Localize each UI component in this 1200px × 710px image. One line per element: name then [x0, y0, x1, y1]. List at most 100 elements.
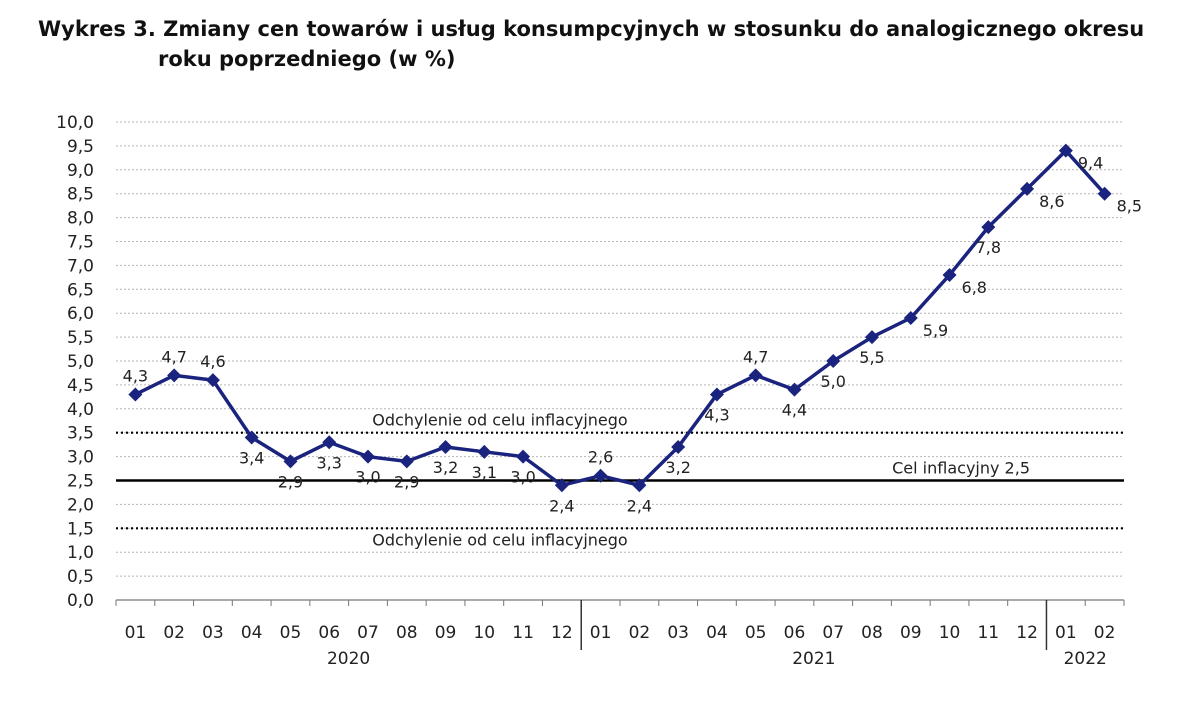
x-tick-label: 12 — [1016, 623, 1038, 643]
data-point — [477, 444, 492, 459]
data-label: 6,8 — [962, 278, 987, 297]
data-label: 4,6 — [200, 352, 225, 371]
data-label: 3,4 — [239, 448, 264, 467]
data-point — [981, 220, 996, 235]
data-point — [748, 368, 763, 383]
data-point — [671, 440, 686, 455]
x-tick-label: 03 — [202, 623, 224, 643]
data-label: 7,8 — [976, 238, 1001, 257]
data-point — [516, 449, 531, 464]
y-tick-label: 5,5 — [67, 328, 94, 348]
data-label: 9,4 — [1078, 154, 1103, 173]
data-point — [554, 478, 569, 493]
data-point — [903, 310, 918, 325]
x-tick-label: 09 — [435, 623, 457, 643]
data-label: 3,2 — [665, 458, 690, 477]
data-point — [399, 454, 414, 469]
data-label: 3,2 — [433, 458, 458, 477]
y-tick-label: 2,5 — [67, 472, 94, 492]
data-point — [167, 368, 182, 383]
chart-title-line2: roku poprzedniego (w %) — [158, 47, 456, 71]
x-tick-label: 07 — [357, 623, 379, 643]
x-tick-label: 02 — [629, 623, 651, 643]
data-point — [1058, 143, 1073, 158]
data-label: 2,6 — [588, 448, 613, 467]
x-tick-label: 09 — [900, 623, 922, 643]
data-labels: 4,3 4,7 4,6 3,4 2,9 3,3 3,0 2,9 3,2 3,1 3,0 2,4 2,6 2… — [123, 154, 1142, 516]
x-axis: 01 02 03 04 05 06 07 08 09 10 11 12 01 02 03 04 05 06 07 08… — [115, 599, 1125, 669]
data-label: 5,5 — [859, 348, 884, 367]
data-point — [361, 449, 375, 464]
data-label: 2,4 — [627, 496, 652, 515]
y-tick-label: 5,0 — [67, 352, 94, 372]
y-axis-ticks: 0,0 0,5 1,0 1,5 2,0 2,5 3,0 3,5 4,0 4,5 5,0 5,5 6,0 6… — [56, 113, 94, 611]
x-tick-label: 05 — [280, 623, 302, 643]
year-label: 2022 — [1064, 649, 1107, 669]
x-tick-label: 12 — [551, 623, 573, 643]
data-point — [128, 387, 143, 402]
data-point — [244, 430, 259, 445]
data-point — [283, 454, 298, 469]
year-label: 2020 — [327, 649, 370, 669]
y-tick-label: 0,5 — [67, 567, 94, 587]
x-tick-label: 04 — [706, 623, 728, 643]
x-tick-label: 07 — [822, 623, 844, 643]
x-tick-label: 01 — [590, 623, 612, 643]
data-point — [322, 435, 337, 450]
y-tick-label: 8,0 — [67, 209, 94, 229]
y-tick-label: 4,5 — [67, 376, 94, 396]
y-tick-label: 9,5 — [67, 137, 94, 157]
x-tick-label: 08 — [396, 623, 418, 643]
x-tick-label: 01 — [125, 623, 147, 643]
chart-title-line1: Wykres 3. Zmiany cen towarów i usług kon… — [38, 17, 1145, 41]
x-tick-label: 11 — [977, 623, 999, 643]
data-point — [826, 354, 841, 368]
chart-title: Wykres 3. Zmiany cen towarów i usług kon… — [38, 14, 1168, 74]
data-label: 4,3 — [123, 366, 148, 385]
x-tick-label: 08 — [861, 623, 883, 643]
y-tick-label: 0,0 — [67, 591, 94, 611]
y-tick-label: 3,0 — [67, 448, 94, 468]
data-point — [942, 267, 957, 282]
series-path — [134, 148, 1106, 488]
data-point — [438, 440, 453, 455]
data-point — [593, 468, 608, 483]
deviation-label: Odchylenie od celu inflacyjnego — [372, 530, 627, 549]
data-label: 8,6 — [1039, 192, 1064, 211]
data-label: 2,9 — [278, 472, 303, 491]
data-point — [709, 387, 724, 402]
y-tick-label: 7,5 — [67, 233, 94, 253]
x-tick-label: 11 — [512, 623, 534, 643]
grid-lines — [116, 121, 1124, 577]
x-tick-label: 10 — [939, 623, 961, 643]
data-label: 4,7 — [161, 347, 186, 366]
data-label: 4,3 — [704, 405, 729, 424]
y-tick-label: 9,0 — [67, 161, 94, 181]
y-tick-label: 10,0 — [56, 113, 94, 133]
y-tick-label: 6,5 — [67, 280, 94, 300]
year-label: 2021 — [792, 649, 835, 669]
x-tick-label: 02 — [1094, 623, 1116, 643]
data-label: 5,9 — [923, 321, 948, 340]
reference-lines: Odchylenie od celu inflacyjnego Cel infla… — [116, 411, 1124, 549]
data-label: 8,5 — [1117, 197, 1142, 216]
data-point — [632, 478, 647, 493]
data-point — [865, 330, 879, 345]
data-label: 3,0 — [510, 468, 535, 487]
y-tick-label: 8,5 — [67, 185, 94, 205]
x-tick-label: 04 — [241, 623, 263, 643]
data-point — [787, 382, 802, 397]
data-label: 4,4 — [782, 401, 807, 420]
data-label: 5,0 — [821, 372, 846, 391]
data-label: 3,3 — [317, 453, 342, 472]
data-point — [1097, 186, 1112, 201]
y-tick-label: 2,0 — [67, 495, 94, 515]
y-tick-label: 1,5 — [67, 519, 94, 539]
data-label: 2,4 — [549, 496, 574, 515]
y-tick-label: 6,0 — [67, 304, 94, 324]
y-tick-label: 7,0 — [67, 256, 94, 276]
y-tick-label: 3,5 — [67, 424, 94, 444]
x-tick-label: 06 — [318, 623, 340, 643]
data-point — [1020, 181, 1035, 196]
